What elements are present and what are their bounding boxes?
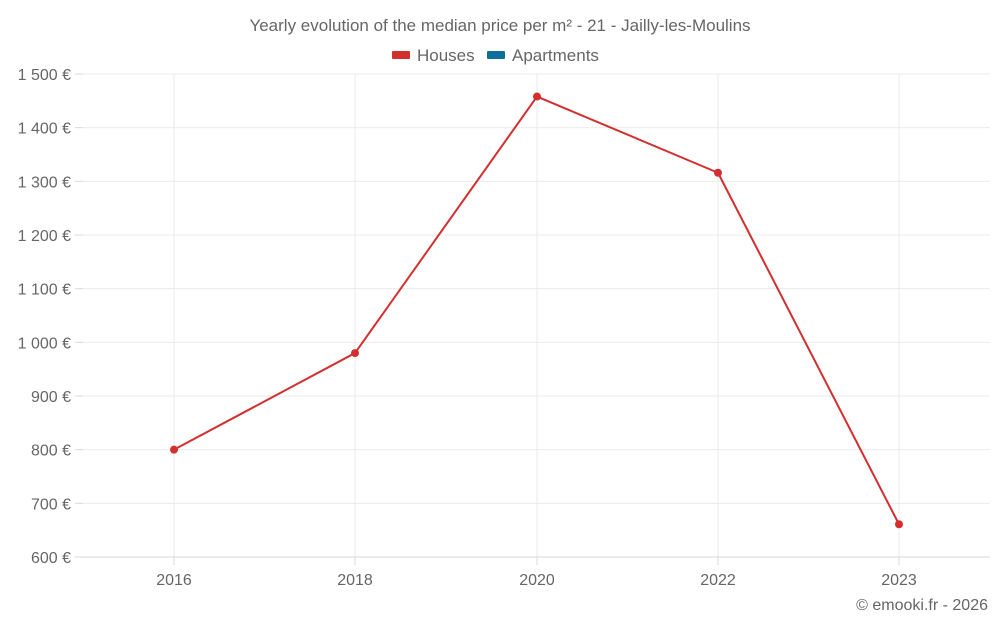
legend-swatch-apartments (487, 51, 505, 59)
legend-swatch-houses (392, 51, 410, 59)
tick-labels: 600 € 700 € 800 € 900 € 1 000 € 1 100 € 1 200 … (18, 67, 917, 589)
data-point-houses[interactable] (170, 445, 178, 454)
y-tick-label: 800 € (31, 443, 71, 460)
axes (75, 73, 990, 565)
x-tick-label: 2018 (337, 572, 373, 589)
x-tick-label: 2023 (881, 572, 917, 589)
y-tick-label: 900 € (31, 389, 71, 406)
legend-item-houses[interactable]: Houses (392, 46, 475, 65)
legend-label-apartments: Apartments (512, 46, 599, 65)
grid (83, 73, 990, 557)
x-tick-label: 2016 (156, 572, 192, 589)
copyright-credit: © emooki.fr - 2026 (856, 597, 988, 614)
legend-item-apartments[interactable]: Apartments (487, 46, 599, 65)
legend: Houses Apartments (392, 46, 599, 65)
data-point-houses[interactable] (895, 520, 903, 529)
y-tick-label: 1 500 € (18, 67, 71, 84)
series (170, 92, 903, 529)
y-tick-label: 1 100 € (18, 282, 71, 299)
data-point-houses[interactable] (714, 168, 722, 177)
y-tick-label: 1 000 € (18, 335, 71, 352)
legend-label-houses: Houses (417, 46, 475, 65)
chart-title: Yearly evolution of the median price per… (249, 16, 750, 35)
y-tick-label: 1 200 € (18, 228, 71, 245)
data-point-houses[interactable] (533, 92, 541, 101)
y-tick-label: 1 300 € (18, 174, 71, 191)
y-tick-label: 600 € (31, 550, 71, 567)
y-tick-label: 700 € (31, 496, 71, 513)
x-tick-label: 2022 (700, 572, 736, 589)
data-point-houses[interactable] (351, 349, 359, 358)
x-tick-label: 2020 (519, 572, 555, 589)
y-tick-label: 1 400 € (18, 121, 71, 138)
